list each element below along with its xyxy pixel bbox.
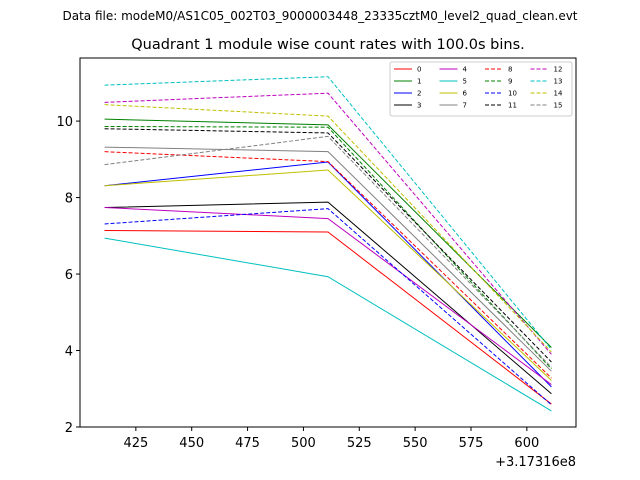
legend-label-14: 14 (554, 90, 563, 98)
plot-frame (79, 57, 577, 428)
legend-label-2: 2 (417, 90, 421, 98)
series-line-4 (104, 207, 552, 385)
legend-label-8: 8 (508, 66, 512, 74)
x-tick-label: 600 (514, 436, 539, 451)
series-line-10 (104, 208, 552, 406)
series-line-3 (104, 201, 552, 395)
legend-label-1: 1 (417, 78, 421, 86)
series-line-15 (104, 135, 552, 368)
x-tick-label: 575 (459, 436, 484, 451)
series-line-11 (104, 128, 552, 363)
series-line-14 (104, 104, 552, 353)
series-line-13 (104, 76, 552, 350)
legend-label-3: 3 (417, 102, 421, 110)
legend-label-13: 13 (554, 78, 563, 86)
series-line-0 (104, 229, 552, 405)
series-line-2 (104, 161, 552, 388)
legend-label-11: 11 (508, 102, 517, 110)
x-offset-label: +3.17316e8 (495, 455, 576, 470)
x-tick-label: 525 (347, 436, 372, 451)
y-tick-label: 6 (65, 268, 73, 283)
legend-label-4: 4 (463, 66, 468, 74)
y-tick-label: 2 (65, 421, 73, 436)
y-tick-label: 8 (65, 192, 73, 207)
data-file-caption: Data file: modeM0/AS1C05_002T03_90000034… (62, 9, 577, 23)
series-line-7 (104, 146, 552, 372)
x-tick-label: 550 (403, 436, 428, 451)
legend-label-6: 6 (463, 90, 468, 98)
legend-label-12: 12 (554, 66, 563, 74)
series-line-6 (104, 169, 552, 381)
legend-label-0: 0 (417, 66, 421, 74)
series-line-8 (104, 151, 552, 379)
y-tick-label: 10 (56, 115, 73, 130)
series-line-9 (104, 125, 552, 370)
y-tick-label: 4 (65, 345, 73, 360)
legend-label-15: 15 (554, 102, 563, 110)
chart-title: Quadrant 1 module wise count rates with … (131, 37, 525, 53)
legend-label-10: 10 (508, 90, 517, 98)
x-tick-label: 475 (235, 436, 260, 451)
x-tick-label: 450 (179, 436, 204, 451)
legend-label-7: 7 (463, 102, 467, 110)
legend-label-5: 5 (463, 78, 467, 86)
legend-box (389, 61, 573, 117)
series-line-5 (104, 237, 552, 412)
x-tick-label: 500 (291, 436, 316, 451)
x-tick-label: 425 (123, 436, 148, 451)
legend-label-9: 9 (508, 78, 512, 86)
plot-area: 425 450 475 500 525 550 575 6002468100123456789… (56, 57, 577, 451)
series-line-12 (104, 92, 552, 355)
